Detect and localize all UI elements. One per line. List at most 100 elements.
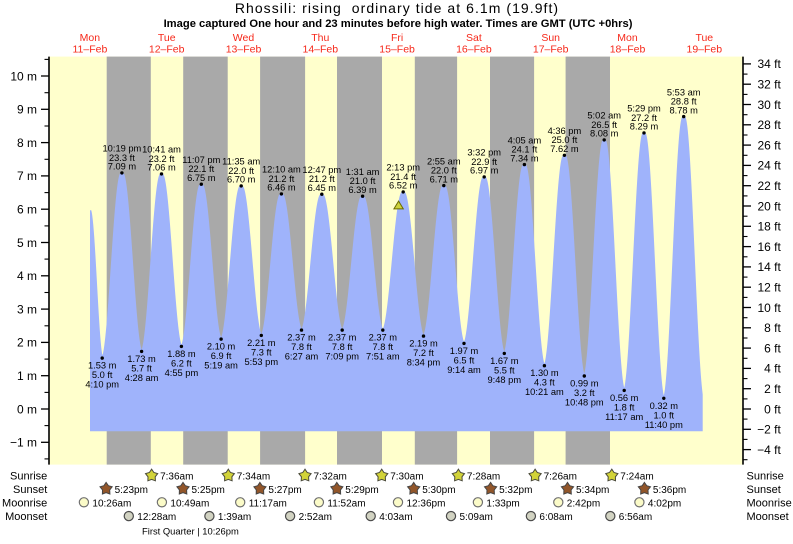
svg-text:6 ft: 6 ft — [764, 341, 781, 355]
svg-text:5:36pm: 5:36pm — [653, 485, 686, 496]
svg-text:12:28am: 12:28am — [137, 512, 176, 523]
svg-text:1 m: 1 m — [17, 369, 37, 383]
svg-text:5:30pm: 5:30pm — [422, 485, 455, 496]
svg-text:23.3 ft: 23.3 ft — [109, 153, 135, 163]
svg-text:3:32 pm: 3:32 pm — [467, 148, 501, 158]
svg-text:26 ft: 26 ft — [757, 138, 781, 152]
svg-text:Sunrise: Sunrise — [10, 471, 47, 483]
svg-text:2.19 m: 2.19 m — [409, 339, 438, 349]
svg-text:30 ft: 30 ft — [757, 98, 781, 112]
svg-text:6.45 m: 6.45 m — [308, 183, 337, 193]
svg-text:8 m: 8 m — [17, 136, 37, 150]
svg-text:22.0 ft: 22.0 ft — [431, 166, 457, 176]
svg-text:25.0 ft: 25.0 ft — [551, 135, 577, 145]
svg-text:Mon: Mon — [617, 32, 638, 44]
svg-text:7.2 ft: 7.2 ft — [413, 348, 434, 358]
svg-text:22.1 ft: 22.1 ft — [188, 164, 214, 174]
svg-text:22.9 ft: 22.9 ft — [471, 157, 497, 167]
svg-text:Sunset: Sunset — [747, 484, 781, 496]
svg-text:5:53 pm: 5:53 pm — [245, 357, 279, 367]
svg-text:10:26am: 10:26am — [92, 498, 131, 509]
svg-text:0 ft: 0 ft — [764, 402, 781, 416]
svg-text:2.37 m: 2.37 m — [328, 333, 357, 343]
svg-text:7:36am: 7:36am — [160, 472, 193, 483]
svg-text:11:17am: 11:17am — [249, 498, 287, 509]
svg-text:26.5 ft: 26.5 ft — [591, 120, 617, 130]
svg-text:7 m: 7 m — [17, 169, 37, 183]
svg-text:5:02 am: 5:02 am — [587, 111, 621, 121]
svg-text:1:31 am: 1:31 am — [346, 167, 380, 177]
svg-text:10 ft: 10 ft — [757, 301, 781, 315]
svg-text:5.0 ft: 5.0 ft — [92, 370, 113, 380]
svg-text:1.88 m: 1.88 m — [167, 349, 196, 359]
svg-text:Fri: Fri — [391, 32, 403, 44]
svg-text:7.34 m: 7.34 m — [510, 153, 539, 163]
svg-text:5:23pm: 5:23pm — [115, 485, 148, 496]
svg-text:5:09am: 5:09am — [460, 512, 493, 523]
svg-text:12:47 pm: 12:47 pm — [302, 165, 341, 175]
svg-text:Moonrise: Moonrise — [747, 497, 792, 509]
svg-text:2 ft: 2 ft — [764, 382, 781, 396]
svg-text:15–Feb: 15–Feb — [379, 44, 415, 56]
svg-text:4.3 ft: 4.3 ft — [534, 378, 555, 388]
svg-text:10 m: 10 m — [10, 69, 37, 83]
svg-text:7:24am: 7:24am — [620, 472, 653, 483]
svg-text:5.5 ft: 5.5 ft — [494, 365, 515, 375]
svg-text:24.1 ft: 24.1 ft — [511, 145, 537, 155]
svg-text:11:35 am: 11:35 am — [222, 157, 260, 167]
svg-text:7:30am: 7:30am — [390, 472, 423, 483]
svg-text:6.46 m: 6.46 m — [267, 183, 296, 193]
svg-text:4:10 pm: 4:10 pm — [85, 380, 119, 390]
svg-text:8.29 m: 8.29 m — [630, 122, 659, 132]
svg-text:13–Feb: 13–Feb — [226, 44, 262, 56]
svg-text:28.8 ft: 28.8 ft — [671, 97, 697, 107]
svg-text:3 m: 3 m — [17, 302, 37, 316]
svg-text:2:13 pm: 2:13 pm — [386, 163, 420, 173]
svg-text:4:02pm: 4:02pm — [648, 498, 681, 509]
svg-text:10:19 pm: 10:19 pm — [103, 144, 142, 154]
svg-text:20 ft: 20 ft — [757, 199, 781, 213]
svg-text:7:28am: 7:28am — [467, 472, 500, 483]
svg-text:4:55 pm: 4:55 pm — [165, 368, 199, 378]
svg-text:11:40 pm: 11:40 pm — [645, 420, 683, 430]
svg-text:5:27pm: 5:27pm — [268, 485, 301, 496]
svg-text:6 m: 6 m — [17, 203, 37, 217]
svg-text:23.2 ft: 23.2 ft — [149, 154, 175, 164]
svg-text:2.21 m: 2.21 m — [247, 338, 276, 348]
svg-text:10:41 am: 10:41 am — [142, 145, 181, 155]
svg-text:0.99 m: 0.99 m — [570, 379, 599, 389]
svg-text:0.32 m: 0.32 m — [650, 401, 679, 411]
svg-text:4:05 am: 4:05 am — [508, 135, 542, 145]
svg-text:16 ft: 16 ft — [757, 240, 781, 254]
svg-text:7.09 m: 7.09 m — [108, 162, 137, 172]
svg-text:1.0 ft: 1.0 ft — [653, 410, 674, 420]
svg-text:1.8 ft: 1.8 ft — [614, 402, 635, 412]
svg-text:6:56am: 6:56am — [619, 512, 652, 523]
svg-text:4:28 am: 4:28 am — [125, 373, 159, 383]
svg-text:9:48 pm: 9:48 pm — [488, 375, 522, 385]
svg-text:11–Feb: 11–Feb — [72, 44, 107, 56]
svg-text:21.2 ft: 21.2 ft — [309, 174, 335, 184]
svg-text:Image captured One hour and 23: Image captured One hour and 23 minutes b… — [164, 18, 633, 30]
svg-text:1.30 m: 1.30 m — [530, 368, 559, 378]
svg-text:7.8 ft: 7.8 ft — [291, 342, 312, 352]
svg-text:Rhossili: rising ordinary tid: Rhossili: rising ordinary tide at 6.1m (… — [235, 0, 559, 16]
svg-text:12:10 am: 12:10 am — [262, 165, 301, 175]
svg-text:18 ft: 18 ft — [757, 220, 781, 234]
svg-text:10:21 am: 10:21 am — [525, 387, 564, 397]
svg-text:6.2 ft: 6.2 ft — [171, 358, 192, 368]
svg-text:Moonrise: Moonrise — [2, 497, 47, 509]
svg-text:1.73 m: 1.73 m — [127, 354, 156, 364]
svg-text:4 m: 4 m — [17, 269, 37, 283]
svg-text:8.08 m: 8.08 m — [590, 129, 619, 139]
svg-text:5:32pm: 5:32pm — [499, 485, 532, 496]
svg-text:11:52am: 11:52am — [327, 498, 365, 509]
svg-text:2.10 m: 2.10 m — [207, 342, 236, 352]
svg-text:9 m: 9 m — [17, 103, 37, 117]
svg-text:27.2 ft: 27.2 ft — [631, 113, 657, 123]
svg-text:1.97 m: 1.97 m — [450, 346, 479, 356]
svg-text:19–Feb: 19–Feb — [686, 44, 722, 56]
svg-text:6.70 m: 6.70 m — [227, 175, 256, 185]
svg-text:7.62 m: 7.62 m — [550, 144, 579, 154]
svg-text:7.8 ft: 7.8 ft — [332, 342, 353, 352]
